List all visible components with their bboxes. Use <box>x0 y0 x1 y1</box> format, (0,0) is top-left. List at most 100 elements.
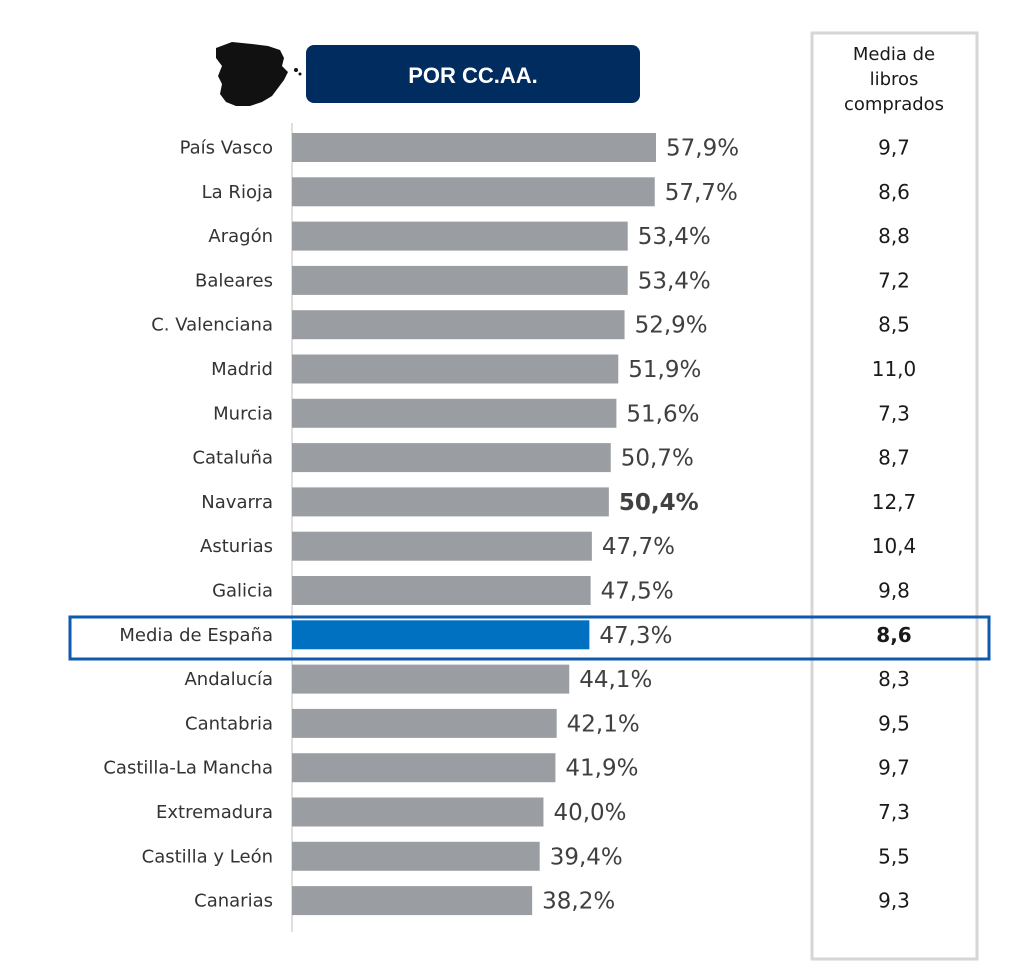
bar-row-baleares: Baleares 53,4% 7,2 <box>195 265 910 295</box>
category-label: Galicia <box>212 581 273 602</box>
category-label: Media de España <box>119 625 273 646</box>
books-purchased-value: 5,5 <box>878 844 910 868</box>
bar-row-extremadura: Extremadura 40,0% 7,3 <box>156 797 910 827</box>
bar-value-label: 51,9% <box>628 357 701 383</box>
books-purchased-value: 8,6 <box>876 623 911 647</box>
books-purchased-value: 7,3 <box>878 800 910 824</box>
bar-row-castilla-la-mancha: Castilla-La Mancha 41,9% 9,7 <box>103 753 910 783</box>
bar-value-label: 38,2% <box>542 889 615 915</box>
bar-row-cantabria: Cantabria 42,1% 9,5 <box>185 708 910 738</box>
bar <box>292 797 544 827</box>
bar <box>292 310 625 340</box>
category-label: Baleares <box>195 270 273 291</box>
bar <box>292 531 592 561</box>
bar <box>292 265 628 295</box>
bar-value-label: 47,3% <box>599 623 672 649</box>
bar-value-label: 57,7% <box>665 180 738 206</box>
category-label: Cantabria <box>185 713 273 734</box>
category-label: Castilla y León <box>142 846 273 867</box>
bar <box>292 886 533 916</box>
category-label: Castilla-La Mancha <box>103 758 273 779</box>
bar-row-galicia: Galicia 47,5% 9,8 <box>212 576 910 605</box>
bar-row-media-de-espana: Media de España 47,3% 8,6 <box>119 620 912 650</box>
bar <box>292 443 611 473</box>
books-purchased-value: 9,8 <box>878 579 910 603</box>
books-purchased-value: 10,4 <box>872 534 917 558</box>
books-purchased-value: 8,7 <box>878 446 910 470</box>
books-purchased-value: 7,3 <box>878 401 910 425</box>
bar-row-pais-vasco: País Vasco 57,9% 9,7 <box>180 133 910 162</box>
books-purchased-value: 7,2 <box>878 268 910 292</box>
category-label: Murcia <box>213 403 273 424</box>
bar-row-c-valenciana: C. Valenciana 52,9% 8,5 <box>151 310 910 340</box>
bar-rows: País Vasco 57,9% 9,7 La Rioja 57,7% 8,6 Aragón… <box>103 133 917 916</box>
books-purchased-value: 11,0 <box>872 357 917 381</box>
bar <box>292 221 628 251</box>
bar-value-label: 47,7% <box>602 534 675 560</box>
bar <box>292 708 557 738</box>
bar-value-label: 50,7% <box>621 446 694 472</box>
bar-value-label: 41,9% <box>565 756 638 782</box>
books-purchased-value: 8,6 <box>878 180 910 204</box>
bar-row-asturias: Asturias 47,7% 10,4 <box>200 531 917 561</box>
bar-row-madrid: Madrid 51,9% 11,0 <box>211 354 917 384</box>
category-label: Cataluña <box>192 448 273 469</box>
books-purchased-value: 9,3 <box>878 889 910 913</box>
bar <box>292 133 656 162</box>
title-background <box>306 45 640 103</box>
bar-value-label: 44,1% <box>579 667 652 693</box>
bar <box>292 398 617 428</box>
bar-value-label: 50,4% <box>619 490 699 516</box>
bar-row-murcia: Murcia 51,6% 7,3 <box>213 398 910 428</box>
books-purchased-value: 8,3 <box>878 667 910 691</box>
category-label: Asturias <box>200 536 273 557</box>
bar <box>292 177 655 207</box>
books-purchased-value: 8,8 <box>878 224 910 248</box>
highlight-frame <box>68 615 991 661</box>
books-purchased-value: 12,7 <box>872 490 917 514</box>
bar-row-la-rioja: La Rioja 57,7% 8,6 <box>202 177 910 207</box>
books-purchased-value: 9,7 <box>878 136 910 160</box>
bar-row-castilla-y-leon: Castilla y León 39,4% 5,5 <box>142 841 910 871</box>
category-label: Andalucía <box>184 669 273 690</box>
bar-row-canarias: Canarias 38,2% 9,3 <box>194 886 910 916</box>
bar-value-label: 51,6% <box>626 401 699 427</box>
chart-title-box: POR CC.AA. <box>306 45 640 103</box>
bar <box>292 576 591 605</box>
category-label: Navarra <box>201 492 273 513</box>
bar-value-label: 47,5% <box>601 579 674 605</box>
category-label: Madrid <box>211 359 273 380</box>
bar <box>292 753 556 783</box>
bar-row-navarra: Navarra 50,4% 12,7 <box>201 487 917 517</box>
books-purchased-value: 9,5 <box>878 711 910 735</box>
bar <box>292 841 540 871</box>
category-label: C. Valenciana <box>151 315 273 336</box>
bar-row-aragon: Aragón 53,4% 8,8 <box>208 221 910 251</box>
side-header-line-1: Media de <box>853 44 935 65</box>
bar-row-andalucia: Andalucía 44,1% 8,3 <box>184 664 910 694</box>
bar-value-label: 52,9% <box>635 313 708 339</box>
books-purchased-value: 9,7 <box>878 756 910 780</box>
side-column-frame <box>810 31 979 961</box>
bar-value-label: 57,9% <box>666 136 739 162</box>
bar <box>292 664 570 694</box>
bar-value-label: 42,1% <box>567 711 640 737</box>
bar <box>292 487 609 517</box>
bar-value-label: 39,4% <box>550 844 623 870</box>
category-label: Aragón <box>208 226 273 247</box>
bar <box>292 354 619 384</box>
books-purchased-value: 8,5 <box>878 313 910 337</box>
category-label: Extremadura <box>156 802 273 823</box>
side-header-line-3: comprados <box>844 94 944 115</box>
spain-map-icon <box>216 42 302 106</box>
side-column-header: Media de libros comprados <box>844 44 944 115</box>
chart-title: POR CC.AA. <box>408 63 538 88</box>
category-label: La Rioja <box>202 182 273 203</box>
category-label: Canarias <box>194 891 273 912</box>
side-header-line-2: libros <box>870 69 919 90</box>
bar-value-label: 40,0% <box>553 800 626 826</box>
bar-value-label: 53,4% <box>638 224 711 250</box>
bar <box>292 620 590 650</box>
bar-row-cataluna: Cataluña 50,7% 8,7 <box>192 443 910 473</box>
